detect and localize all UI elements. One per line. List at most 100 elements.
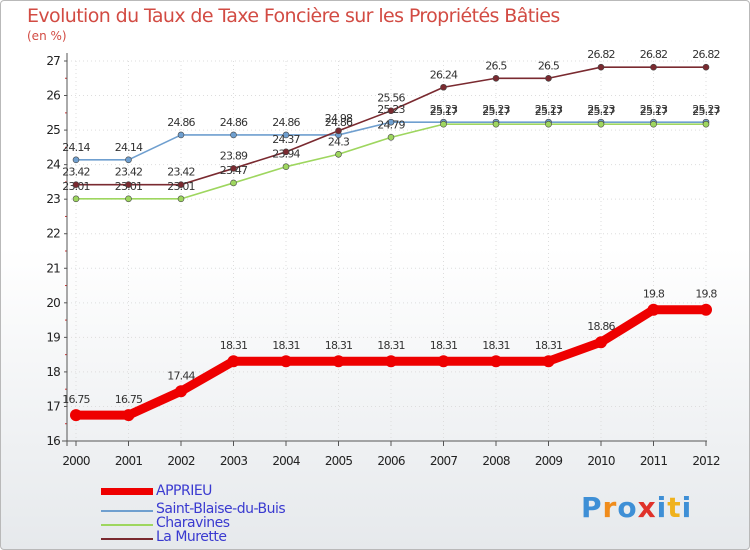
y-tick-label: 26 (46, 89, 60, 103)
legend-swatch-saint-blaise (101, 510, 153, 512)
logo-letter: i (656, 491, 668, 524)
data-point (177, 195, 185, 203)
data-label: 26.82 (640, 48, 668, 61)
data-label: 18.31 (220, 339, 248, 352)
data-label: 25.23 (430, 103, 458, 116)
data-point (230, 179, 237, 187)
data-point (125, 195, 132, 203)
data-label: 24.86 (167, 116, 195, 129)
data-point (387, 134, 395, 141)
data-point (595, 336, 607, 349)
y-tick-label: 17 (46, 399, 60, 413)
data-point (335, 127, 342, 135)
data-label: 16.75 (62, 393, 90, 406)
y-tick-label: 23 (46, 192, 60, 206)
y-tick-label: 24 (46, 158, 60, 172)
x-tick-label: 2011 (640, 454, 668, 468)
data-label: 19.8 (695, 288, 717, 301)
data-label: 26.82 (587, 48, 615, 61)
data-label: 19.8 (643, 288, 665, 301)
x-tick-label: 2006 (377, 454, 405, 468)
data-label: 26.5 (538, 59, 560, 72)
data-label: 25.17 (430, 105, 458, 118)
y-tick-label: 22 (46, 227, 60, 241)
data-point (335, 150, 342, 158)
data-label: 23.42 (62, 166, 90, 179)
x-tick-label: 2001 (115, 454, 143, 468)
y-tick-label: 20 (46, 296, 60, 310)
data-label: 25.17 (482, 105, 510, 118)
data-point (385, 355, 397, 368)
data-label: 18.31 (482, 339, 510, 352)
data-label: 24.14 (115, 141, 143, 154)
logo-letter: r (602, 491, 618, 524)
data-point (122, 409, 135, 422)
data-point (387, 107, 395, 115)
proxiti-logo: Proxiti (581, 491, 692, 524)
legend-label-saint-blaise: Saint-Blaise-du-Buis (156, 501, 286, 517)
data-point (282, 131, 290, 139)
data-point (280, 355, 292, 368)
data-label: 25.17 (587, 105, 615, 118)
legend-swatch-apprieu (101, 488, 153, 495)
data-point (177, 131, 185, 139)
logo-letter: P (581, 491, 603, 524)
data-label: 25.23 (640, 103, 668, 116)
data-label: 18.31 (377, 339, 405, 352)
data-point (490, 355, 502, 368)
data-point (72, 156, 80, 164)
data-label: 23.42 (167, 166, 195, 179)
x-tick-label: 2002 (167, 454, 195, 468)
y-tick-label: 25 (46, 123, 60, 137)
data-label: 25.17 (692, 105, 720, 118)
data-point (177, 181, 185, 188)
data-point (492, 120, 500, 128)
x-tick-label: 2004 (272, 454, 300, 468)
data-label: 18.86 (587, 320, 615, 333)
data-point (597, 63, 605, 71)
legend-label-la-murette: La Murette (156, 529, 227, 545)
data-label: 18.31 (272, 339, 300, 352)
data-label: 24.86 (272, 116, 300, 129)
y-tick-label: 19 (46, 330, 60, 344)
data-point (702, 120, 710, 128)
x-tick-label: 2008 (482, 454, 510, 468)
data-point (125, 181, 132, 188)
data-label: 25.56 (377, 92, 405, 105)
data-label: 24.3 (328, 135, 350, 148)
data-point (597, 120, 605, 128)
legend-label-charavines: Charavines (156, 515, 230, 531)
data-label: 16.75 (115, 393, 143, 406)
data-point (282, 148, 290, 156)
logo-letter: x (637, 491, 657, 524)
data-point (650, 63, 657, 71)
logo-letter: o (617, 491, 638, 524)
data-point (230, 165, 237, 172)
logo-letter: i (681, 491, 693, 524)
data-point (125, 156, 132, 164)
chart-title: Evolution du Taux de Taxe Foncière sur l… (27, 5, 560, 27)
data-point (647, 303, 660, 316)
data-label: 25.17 (640, 105, 668, 118)
data-label: 18.31 (535, 339, 563, 352)
y-axis-unit: (en %) (27, 29, 67, 43)
data-label: 25.23 (587, 103, 615, 116)
data-point (492, 74, 500, 82)
data-label: 25.23 (535, 103, 563, 116)
x-tick-label: 2009 (535, 454, 563, 468)
data-label: 17.44 (167, 369, 195, 382)
y-tick-label: 16 (46, 434, 60, 448)
x-tick-label: 2010 (587, 454, 615, 468)
x-tick-label: 2007 (430, 454, 458, 468)
data-point (650, 120, 657, 128)
data-point (230, 131, 237, 139)
data-point (282, 163, 290, 171)
x-tick-label: 2000 (62, 454, 90, 468)
data-point (387, 118, 395, 126)
data-label: 18.31 (430, 339, 458, 352)
data-label: 23.42 (115, 166, 143, 179)
data-label: 26.24 (430, 68, 458, 81)
data-point (437, 355, 450, 368)
data-label: 25.17 (535, 105, 563, 118)
